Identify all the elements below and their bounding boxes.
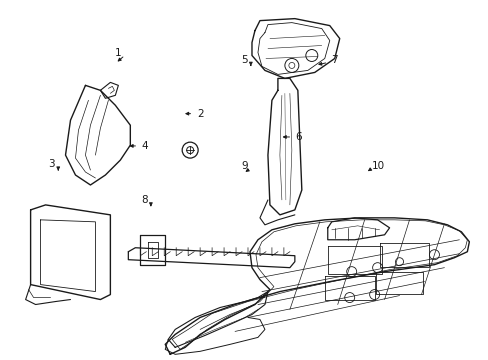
Text: 10: 10 (371, 161, 385, 171)
Text: 7: 7 (331, 55, 337, 65)
Text: 2: 2 (197, 109, 203, 119)
Text: 3: 3 (48, 159, 55, 169)
Text: 1: 1 (114, 48, 121, 58)
Text: 4: 4 (141, 141, 147, 151)
Text: 9: 9 (241, 161, 247, 171)
Text: 6: 6 (294, 132, 301, 142)
Text: 5: 5 (241, 55, 247, 65)
Text: 8: 8 (141, 195, 147, 205)
